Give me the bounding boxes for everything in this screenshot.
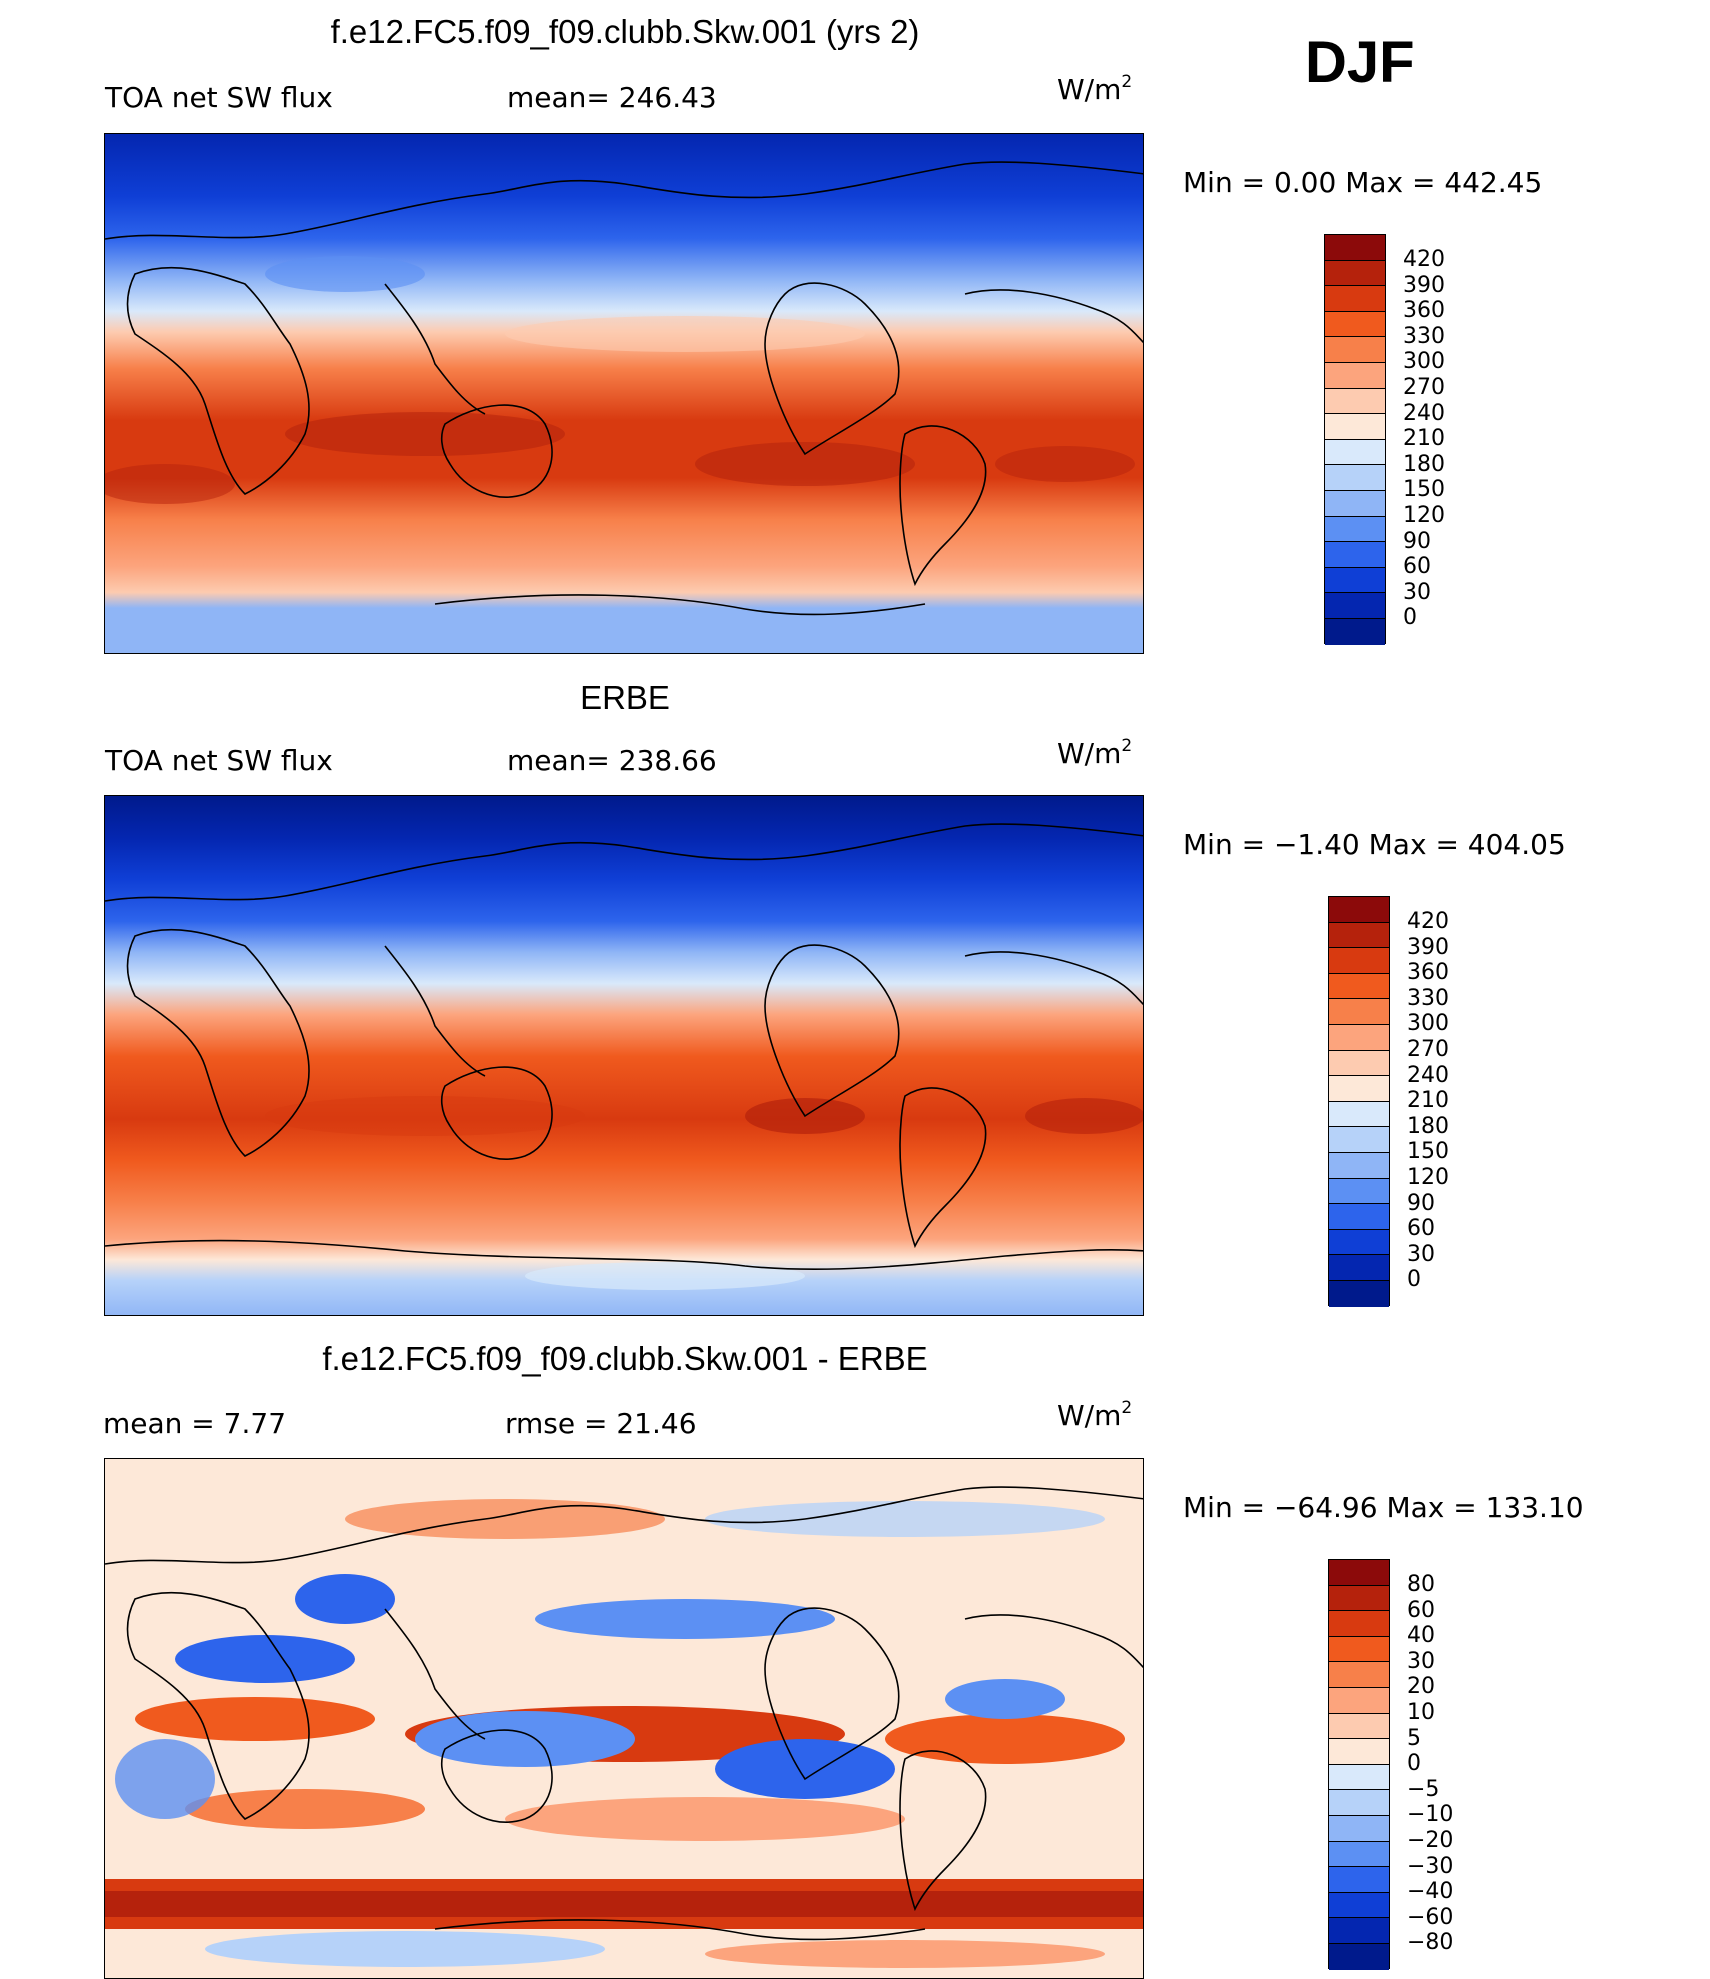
colorbar-tick: 240	[1403, 400, 1445, 426]
colorbar-tick: 330	[1403, 323, 1445, 349]
colorbar-tick: −60	[1407, 1904, 1454, 1930]
colorbar-tick: 0	[1403, 605, 1417, 631]
colorbar-tick: 120	[1403, 503, 1445, 528]
panel1-colorbar	[1324, 234, 1386, 645]
colorbar-tick: 360	[1403, 298, 1445, 324]
panel2-map	[104, 795, 1144, 1316]
panel1-mean: mean= 246.43	[507, 81, 717, 114]
colorbar-tick: 300	[1407, 1011, 1449, 1037]
colorbar-tick: 120	[1407, 1165, 1449, 1190]
colorbar-tick: 180	[1403, 451, 1445, 477]
colorbar-tick: 90	[1403, 528, 1431, 554]
panel3-colorbar	[1328, 1559, 1390, 1970]
colorbar-tick: 150	[1403, 477, 1445, 503]
panel2-field-label: TOA net SW flux	[105, 744, 333, 777]
panel3-coastlines	[105, 1486, 1143, 1941]
colorbar-tick: 360	[1407, 960, 1449, 986]
colorbar-tick: 10	[1407, 1700, 1435, 1725]
colorbar-tick: 390	[1403, 272, 1445, 298]
colorbar-tick: −80	[1407, 1930, 1454, 1956]
colorbar-tick: 0	[1407, 1267, 1421, 1293]
colorbar-tick: 330	[1407, 985, 1449, 1011]
colorbar-tick: −5	[1407, 1776, 1440, 1802]
colorbar-tick: 0	[1407, 1751, 1421, 1777]
panel3-anomaly-patches	[105, 1499, 1143, 1968]
panel1-unit: W/m2	[1057, 72, 1133, 106]
panel1-title: f.e12.FC5.f09_f09.clubb.Skw.001 (yrs 2)	[330, 13, 920, 50]
panel1-map	[104, 133, 1144, 654]
panel3-title: f.e12.FC5.f09_f09.clubb.Skw.001 - ERBE	[322, 1340, 928, 1377]
colorbar-tick: 420	[1407, 909, 1449, 934]
panel3-rmse: rmse = 21.46	[505, 1407, 697, 1440]
colorbar-tick: −30	[1407, 1853, 1454, 1879]
panel3-minmax: Min = −64.96 Max = 133.10	[1183, 1491, 1584, 1524]
colorbar-tick: −40	[1407, 1879, 1454, 1905]
panel1-field-label: TOA net SW flux	[105, 81, 333, 114]
colorbar-tick: 30	[1403, 579, 1431, 605]
colorbar-tick: 300	[1403, 349, 1445, 375]
season-label: DJF	[1305, 30, 1415, 95]
colorbar-tick: 180	[1407, 1113, 1449, 1139]
colorbar-tick: 80	[1407, 1572, 1435, 1597]
panel3-unit: W/m2	[1057, 1398, 1133, 1432]
panel2-title: ERBE	[580, 679, 670, 716]
colorbar-tick: 90	[1407, 1190, 1435, 1216]
colorbar-tick: 240	[1407, 1062, 1449, 1088]
colorbar-tick: 210	[1407, 1088, 1449, 1114]
colorbar-tick: 5	[1407, 1725, 1421, 1751]
panel2-mean: mean= 238.66	[507, 744, 717, 777]
colorbar-tick: 40	[1407, 1623, 1435, 1649]
colorbar-tick: 30	[1407, 1241, 1435, 1267]
colorbar-tick: 20	[1407, 1674, 1435, 1700]
colorbar-tick: 60	[1407, 1597, 1435, 1623]
panel1-coastlines	[105, 161, 1143, 616]
colorbar-tick: 30	[1407, 1648, 1435, 1674]
panel3-mean: mean = 7.77	[103, 1407, 287, 1440]
colorbar-tick: 420	[1403, 247, 1445, 272]
colorbar-tick: 270	[1403, 375, 1445, 400]
panel1-minmax: Min = 0.00 Max = 442.45	[1183, 166, 1543, 199]
colorbar-tick: 60	[1407, 1216, 1435, 1242]
colorbar-tick: −10	[1407, 1802, 1454, 1828]
panel3-map	[104, 1458, 1144, 1979]
colorbar-tick: 270	[1407, 1037, 1449, 1062]
panel2-colorbar	[1328, 896, 1390, 1307]
colorbar-tick: 60	[1403, 554, 1431, 580]
colorbar-tick: −20	[1407, 1828, 1454, 1853]
colorbar-tick: 210	[1403, 426, 1445, 452]
panel2-coastlines	[105, 823, 1143, 1271]
panel2-unit: W/m2	[1057, 736, 1133, 770]
colorbar-tick: 150	[1407, 1139, 1449, 1165]
panel2-minmax: Min = −1.40 Max = 404.05	[1183, 828, 1566, 861]
colorbar-tick: 390	[1407, 934, 1449, 960]
